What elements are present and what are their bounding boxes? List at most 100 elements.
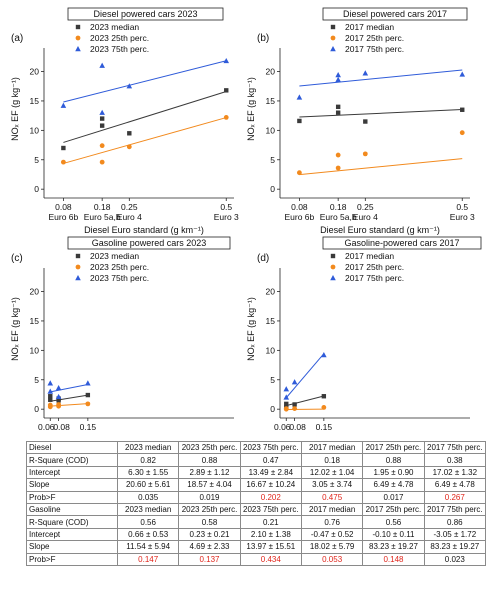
y-tick-label: 10 (30, 125, 40, 135)
data-point (283, 394, 290, 400)
legend-entry: 2017 25th perc. (345, 262, 404, 272)
x-tick-label: 0.08 (289, 422, 306, 430)
data-point (363, 119, 368, 124)
data-point (297, 118, 302, 124)
table-cell: 2.10 ± 1.38 (239, 527, 302, 542)
data-point (335, 152, 341, 158)
fit-line (286, 395, 324, 407)
table-row: R-Square (COD) 0.82 0.88 0.47 0.18 0.88 0.38 (26, 453, 487, 467)
data-point (296, 170, 302, 176)
y-tick-label: 0 (34, 404, 39, 414)
table-cell: 2017 25th perc. (362, 502, 425, 517)
series-3 (296, 69, 466, 100)
table-cell: 83.23 ± 19.27 (423, 540, 487, 554)
table-cell: 0.18 (300, 453, 364, 467)
data-point (292, 402, 297, 407)
table-cell: 2023 75th perc. (239, 440, 302, 455)
data-point (224, 88, 229, 93)
data-point (47, 388, 54, 394)
table-cell: Diesel (26, 440, 118, 455)
y-axis-label: NOₓ EF (g kg⁻¹) (246, 77, 256, 141)
table-cell: 2023 median (116, 502, 180, 517)
table-cell: 0.82 (116, 453, 180, 467)
table-cell: 0.019 (178, 490, 241, 504)
data-point (99, 123, 105, 128)
y-tick-label: 0 (34, 184, 39, 194)
table-cell: 2017 median (300, 502, 364, 517)
series-2 (60, 115, 229, 165)
table-cell: 17.02 ± 1.32 (423, 465, 487, 480)
data-point (223, 115, 229, 120)
table-cell: 0.147 (116, 552, 180, 566)
legend-entry: 2017 25th perc. (345, 33, 404, 43)
legend-entry: 2017 75th perc. (345, 44, 404, 54)
table-cell: -0.47 ± 0.52 (300, 527, 364, 542)
x-tick-label: 0.06 (38, 422, 55, 430)
data-point (60, 159, 66, 165)
table-cell: 2023 median (116, 440, 180, 455)
table-cell: 83.23 ± 19.27 (362, 540, 425, 554)
table-cell: 2017 25th perc. (362, 440, 425, 455)
legend-marker (330, 253, 336, 259)
data-point (292, 406, 298, 411)
table-cell: Intercept (26, 465, 118, 480)
data-point (85, 401, 91, 407)
table-row: Prob>F 0.147 0.137 0.434 0.053 0.148 0.023 (26, 552, 487, 566)
legend-entry: 2023 25th perc. (90, 33, 149, 43)
data-point (321, 352, 327, 358)
data-point (335, 104, 341, 110)
table-cell: 6.30 ± 1.55 (116, 465, 180, 480)
x-tick-sublabel: Euro 5a,b (320, 212, 357, 222)
data-point (321, 405, 327, 410)
legend-entry: 2023 75th perc. (90, 273, 149, 283)
table-cell: 0.053 (300, 552, 364, 566)
y-tick-label: 10 (266, 345, 276, 355)
y-tick-label: 15 (266, 316, 276, 326)
series-3 (47, 380, 91, 400)
table-cell: 0.475 (300, 490, 364, 504)
table-row: Gasoline 2023 median 2023 25th perc. 2023 7… (26, 502, 487, 517)
table-cell: 18.57 ± 4.04 (178, 478, 241, 492)
y-tick-label: 15 (30, 316, 40, 326)
data-point (223, 57, 230, 64)
data-point (55, 393, 62, 400)
table-cell: 0.21 (239, 515, 302, 529)
table-row: Prob>F 0.035 0.019 0.202 0.475 0.017 0.267 (26, 490, 487, 504)
fit-line (299, 69, 463, 87)
table-cell: 0.47 (239, 453, 302, 467)
data-point (291, 379, 298, 385)
x-tick-sublabel: Euro 6b (284, 212, 314, 222)
series-1 (61, 88, 229, 151)
table-cell: 6.49 ± 4.78 (423, 478, 487, 492)
table-cell: 0.202 (239, 490, 302, 504)
data-point (283, 406, 289, 411)
table-cell: 0.56 (116, 515, 180, 529)
fit-line (299, 158, 463, 176)
data-point (283, 386, 290, 392)
x-tick-label: 0.15 (316, 422, 333, 430)
y-tick-label: 10 (266, 125, 276, 135)
data-point (61, 145, 66, 151)
data-point (48, 394, 53, 399)
data-point (321, 394, 327, 399)
table-cell: 0.017 (362, 490, 425, 504)
y-tick-label: 20 (30, 287, 40, 297)
table-cell: 2023 75th perc. (239, 502, 302, 517)
series-2 (296, 130, 465, 176)
legend-entry: 2023 median (90, 22, 139, 32)
table-cell: 0.38 (423, 453, 487, 467)
y-tick-label: 15 (266, 96, 276, 106)
fit-line (285, 353, 325, 399)
data-point (459, 130, 465, 136)
table-cell: -3.05 ± 1.72 (423, 527, 487, 542)
table-cell: 0.88 (362, 453, 425, 467)
y-tick-label: 10 (30, 345, 40, 355)
table-cell: 2.89 ± 1.12 (178, 465, 241, 480)
data-point (99, 143, 105, 149)
